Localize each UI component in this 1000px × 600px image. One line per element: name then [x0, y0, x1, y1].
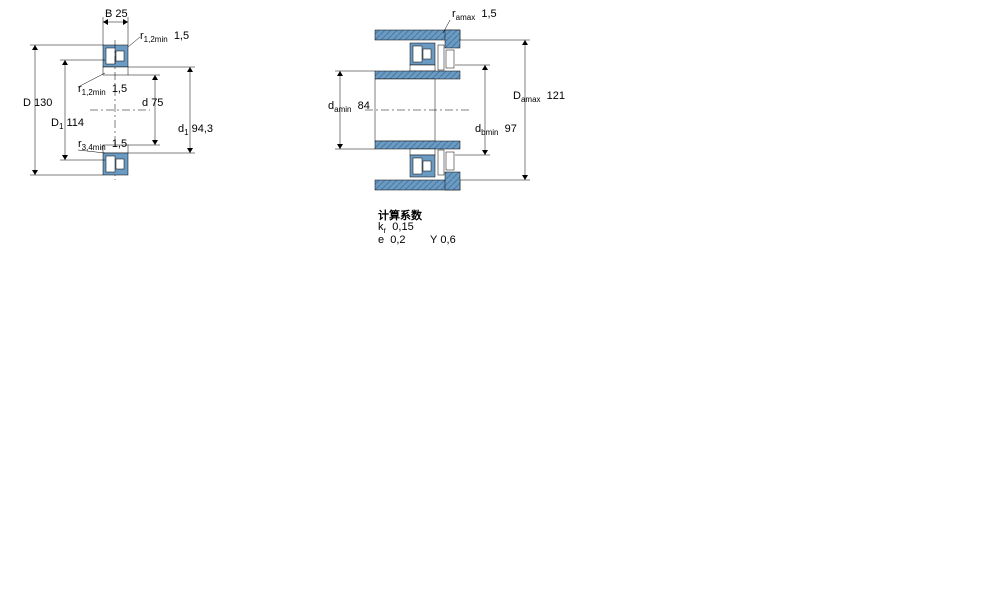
label-ramax: ramax 1,5 [452, 8, 497, 20]
label-damin: damin 84 [328, 100, 370, 112]
bearing-diagram-1 [20, 5, 240, 205]
label-Damax: Damax 121 [513, 90, 565, 102]
label-dbmin: dbmin 97 [475, 123, 517, 135]
label-r12min-top: r1,2min 1,5 [140, 30, 189, 42]
label-D1: D1 114 [51, 117, 84, 129]
label-kr: kr 0,15 [378, 221, 414, 233]
label-B: B 25 [105, 8, 128, 20]
label-r34min: r3,4min 1,5 [78, 138, 127, 150]
label-d: d 75 [142, 97, 163, 109]
label-d1: d1 94,3 [178, 123, 213, 135]
label-r12min-inner: r1,2min 1,5 [78, 83, 127, 95]
label-D: D 130 [23, 97, 52, 109]
label-Y: Y 0,6 [430, 234, 456, 246]
label-e: e 0,2 [378, 234, 406, 246]
